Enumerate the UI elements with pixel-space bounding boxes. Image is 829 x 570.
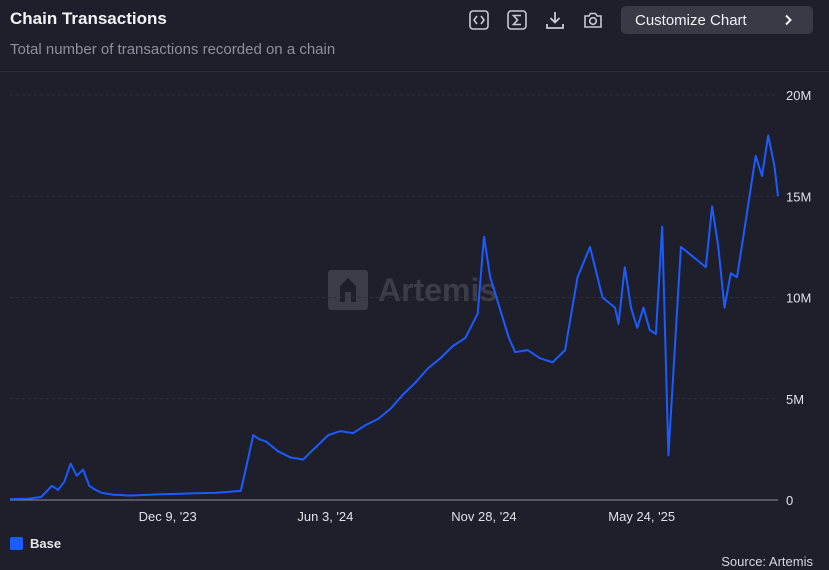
artemis-watermark: Artemis bbox=[328, 270, 497, 310]
camera-icon[interactable] bbox=[582, 9, 604, 31]
x-tick-label: Dec 9, '23 bbox=[139, 509, 197, 524]
series-layer bbox=[9, 134, 779, 500]
x-tick-label: Nov 28, '24 bbox=[451, 509, 516, 524]
y-tick-label: 0 bbox=[786, 493, 793, 508]
code-icon[interactable] bbox=[468, 9, 490, 31]
chevron-right-icon bbox=[781, 11, 795, 34]
grid-lines bbox=[10, 94, 778, 501]
legend-label-base: Base bbox=[30, 536, 62, 551]
chart-title: Chain Transactions bbox=[10, 9, 167, 28]
header-divider bbox=[0, 71, 829, 72]
sigma-icon[interactable] bbox=[506, 9, 528, 31]
source-label: Source: Artemis bbox=[721, 554, 813, 569]
x-tick-label: Jun 3, '24 bbox=[297, 509, 353, 524]
x-tick-label: May 24, '25 bbox=[608, 509, 675, 524]
y-tick-label: 5M bbox=[786, 392, 804, 407]
customize-chart-button[interactable]: Customize Chart bbox=[621, 6, 813, 34]
download-icon[interactable] bbox=[544, 9, 566, 31]
customize-chart-label: Customize Chart bbox=[635, 11, 747, 29]
series-line-base bbox=[9, 134, 779, 500]
y-tick-label: 10M bbox=[786, 291, 811, 306]
chart-subtitle: Total number of transactions recorded on… bbox=[10, 41, 336, 58]
legend-swatch-base bbox=[10, 537, 23, 550]
y-tick-label: 15M bbox=[786, 189, 811, 204]
y-tick-label: 20M bbox=[786, 88, 811, 103]
x-axis-ticks: Dec 9, '23 Jun 3, '24 Nov 28, '24 May 24, '… bbox=[139, 509, 675, 524]
y-axis-ticks: 0 5M 10M 15M 20M bbox=[786, 88, 811, 508]
artemis-logo-icon bbox=[328, 270, 368, 310]
watermark-text: Artemis bbox=[378, 271, 498, 308]
legend[interactable]: Base bbox=[10, 536, 61, 551]
